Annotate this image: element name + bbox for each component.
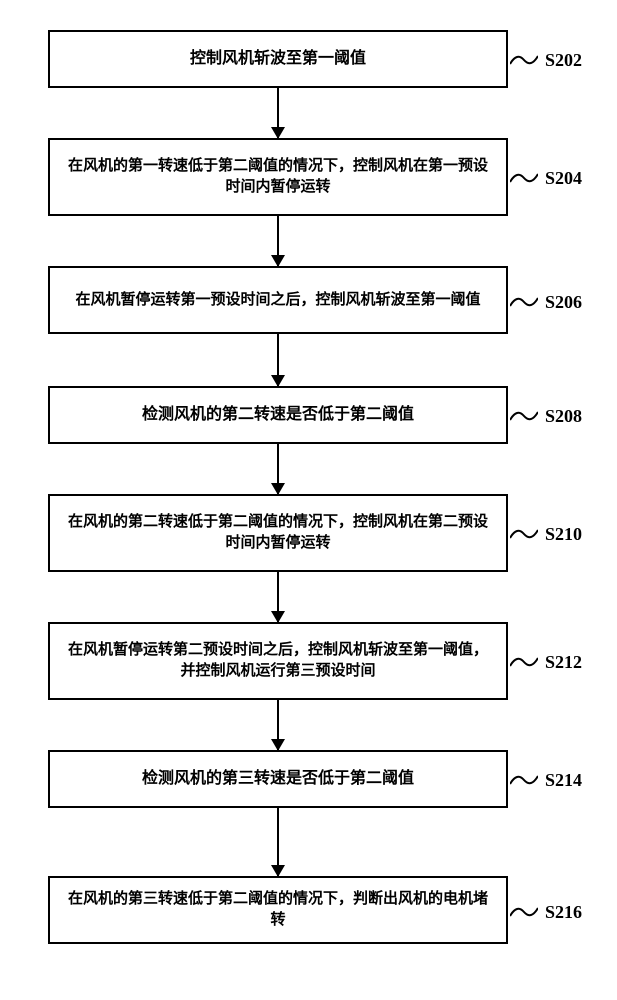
flowchart-canvas: 控制风机斩波至第一阈值 S202 在风机的第一转速低于第二阈值的情况下，控制风机… xyxy=(0,0,617,1000)
flow-arrow xyxy=(277,444,279,494)
connector-tilde xyxy=(510,770,538,790)
flow-arrow xyxy=(277,808,279,876)
connector-tilde xyxy=(510,292,538,312)
step-label-s204: S204 xyxy=(545,168,582,189)
step-text: 在风机暂停运转第二预设时间之后，控制风机斩波至第一阈值，并控制风机运行第三预设时… xyxy=(62,640,494,682)
connector-tilde xyxy=(510,168,538,188)
flow-arrow xyxy=(277,88,279,138)
step-box-s210: 在风机的第二转速低于第二阈值的情况下，控制风机在第二预设时间内暂停运转 xyxy=(48,494,508,572)
step-text: 检测风机的第二转速是否低于第二阈值 xyxy=(142,404,414,426)
step-text: 控制风机斩波至第一阈值 xyxy=(190,48,366,70)
connector-tilde xyxy=(510,524,538,544)
step-label-s214: S214 xyxy=(545,770,582,791)
connector-tilde xyxy=(510,50,538,70)
step-box-s206: 在风机暂停运转第一预设时间之后，控制风机斩波至第一阈值 xyxy=(48,266,508,334)
step-box-s214: 检测风机的第三转速是否低于第二阈值 xyxy=(48,750,508,808)
flow-arrow xyxy=(277,700,279,750)
step-box-s216: 在风机的第三转速低于第二阈值的情况下，判断出风机的电机堵转 xyxy=(48,876,508,944)
flow-arrow xyxy=(277,216,279,266)
step-text: 在风机暂停运转第一预设时间之后，控制风机斩波至第一阈值 xyxy=(75,290,480,311)
flow-arrow xyxy=(277,572,279,622)
step-label-s208: S208 xyxy=(545,406,582,427)
step-text: 在风机的第二转速低于第二阈值的情况下，控制风机在第二预设时间内暂停运转 xyxy=(62,512,494,554)
step-label-s202: S202 xyxy=(545,50,582,71)
step-label-s212: S212 xyxy=(545,652,582,673)
step-label-s206: S206 xyxy=(545,292,582,313)
step-box-s212: 在风机暂停运转第二预设时间之后，控制风机斩波至第一阈值，并控制风机运行第三预设时… xyxy=(48,622,508,700)
step-label-s210: S210 xyxy=(545,524,582,545)
step-text: 在风机的第一转速低于第二阈值的情况下，控制风机在第一预设时间内暂停运转 xyxy=(62,156,494,198)
connector-tilde xyxy=(510,902,538,922)
step-text: 在风机的第三转速低于第二阈值的情况下，判断出风机的电机堵转 xyxy=(62,889,494,931)
step-box-s202: 控制风机斩波至第一阈值 xyxy=(48,30,508,88)
connector-tilde xyxy=(510,652,538,672)
step-box-s204: 在风机的第一转速低于第二阈值的情况下，控制风机在第一预设时间内暂停运转 xyxy=(48,138,508,216)
step-box-s208: 检测风机的第二转速是否低于第二阈值 xyxy=(48,386,508,444)
step-text: 检测风机的第三转速是否低于第二阈值 xyxy=(142,768,414,790)
connector-tilde xyxy=(510,406,538,426)
step-label-s216: S216 xyxy=(545,902,582,923)
flow-arrow xyxy=(277,334,279,386)
